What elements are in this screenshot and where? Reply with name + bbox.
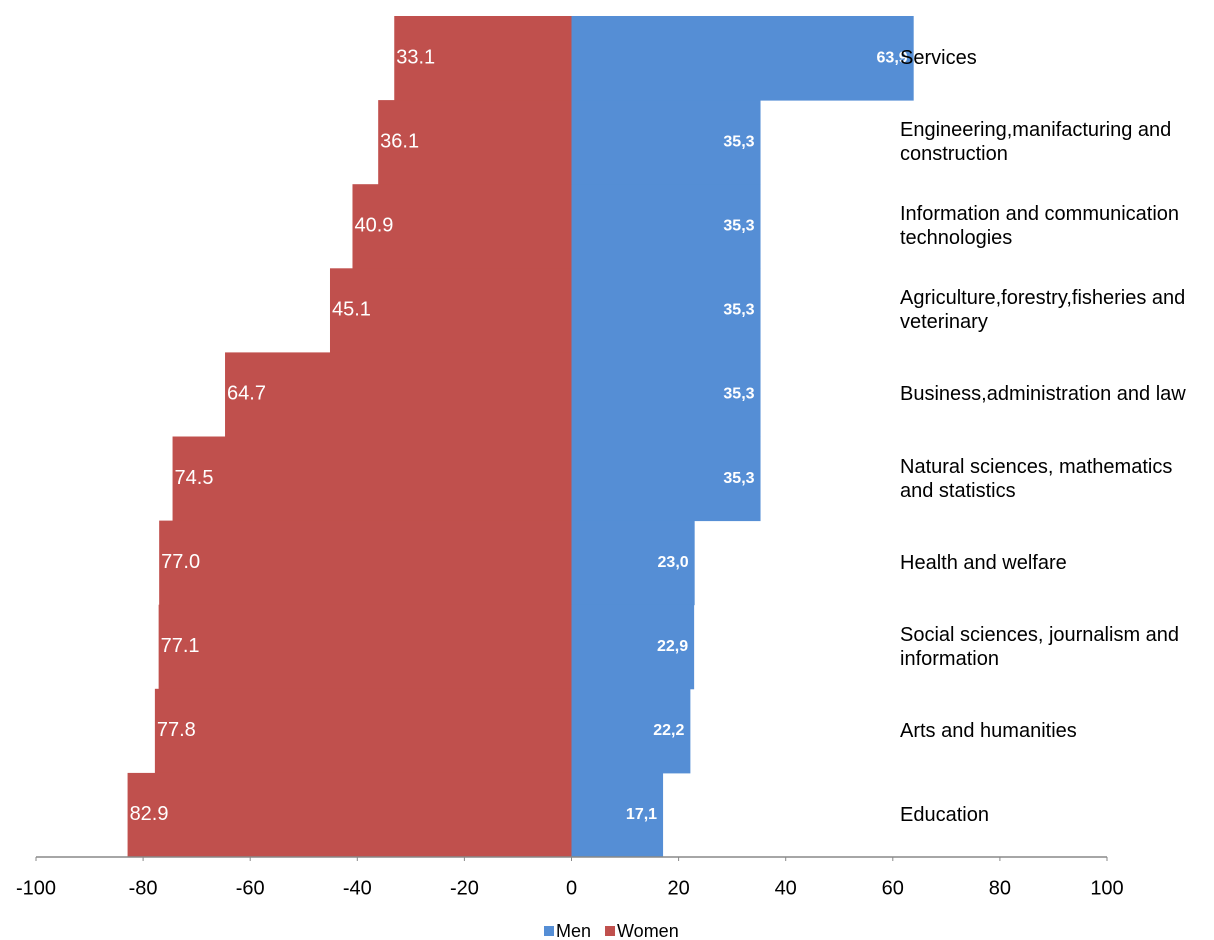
bar [571, 100, 761, 185]
bar [329, 268, 572, 353]
legend-swatch [544, 926, 554, 936]
bar [571, 184, 761, 269]
bar [571, 772, 664, 858]
value-label: 35,3 [723, 217, 754, 234]
value-label: 33.1 [396, 46, 435, 68]
category-label: Health and welfare [900, 551, 1067, 574]
value-label: 64.7 [227, 383, 266, 405]
x-tick-label: -20 [450, 877, 479, 899]
bar [159, 520, 572, 606]
x-tick-label: 60 [882, 877, 904, 899]
value-label: 40.9 [354, 215, 393, 237]
bar [571, 520, 695, 606]
category-label: Natural sciences, mathematics and statis… [900, 455, 1173, 502]
x-tick-label: 0 [566, 877, 577, 899]
value-label: 45.1 [332, 299, 371, 321]
value-label: 63,9 [877, 49, 908, 66]
x-tick-label: -60 [236, 877, 265, 899]
bar [378, 100, 572, 185]
value-label: 77.8 [157, 719, 196, 741]
value-label: 22,9 [657, 638, 688, 655]
value-label: 36.1 [380, 130, 419, 152]
legend-swatch [605, 926, 616, 936]
category-label: Arts and humanities [900, 719, 1077, 742]
x-tick-label: 40 [775, 877, 797, 899]
category-label: Engineering,manifacturing and constructi… [900, 119, 1172, 166]
bar [352, 184, 572, 269]
value-label: 35,3 [723, 302, 754, 319]
value-label: 22,2 [653, 722, 684, 739]
category-label: Education [900, 803, 989, 826]
value-label: 77.1 [161, 635, 200, 657]
value-label: 35,3 [723, 133, 754, 150]
bar [571, 352, 761, 437]
bar [172, 436, 572, 522]
value-label: 74.5 [175, 467, 214, 489]
value-label: 77.0 [161, 551, 200, 573]
category-label: Services [900, 47, 977, 70]
value-label: 82.9 [130, 803, 169, 825]
bar [571, 16, 914, 101]
bar [394, 16, 572, 101]
value-label: 23,0 [658, 554, 689, 571]
bar [225, 352, 572, 437]
value-label: 17,1 [626, 806, 657, 823]
bar [571, 604, 695, 690]
category-label: Information and communication technologi… [900, 203, 1180, 250]
bar [158, 604, 572, 690]
x-tick-label: -40 [343, 877, 372, 899]
category-label: Business,administration and law [900, 383, 1186, 406]
bar [571, 268, 761, 353]
legend-label: Men [556, 921, 591, 940]
value-label: 35,3 [723, 470, 754, 487]
x-tick-label: 80 [989, 877, 1011, 899]
value-label: 35,3 [723, 386, 754, 403]
bar [571, 688, 691, 774]
bar [127, 772, 572, 858]
x-tick-label: -80 [129, 877, 158, 899]
x-tick-label: 20 [667, 877, 689, 899]
bar [571, 436, 761, 522]
category-label: Agriculture,forestry,fisheries and veter… [900, 287, 1186, 334]
legend-label: Women [617, 921, 679, 940]
category-label: Social sciences, journalism and informat… [900, 623, 1180, 670]
x-tick-label: -100 [16, 877, 56, 899]
bar [154, 688, 572, 774]
x-tick-label: 100 [1090, 877, 1123, 899]
